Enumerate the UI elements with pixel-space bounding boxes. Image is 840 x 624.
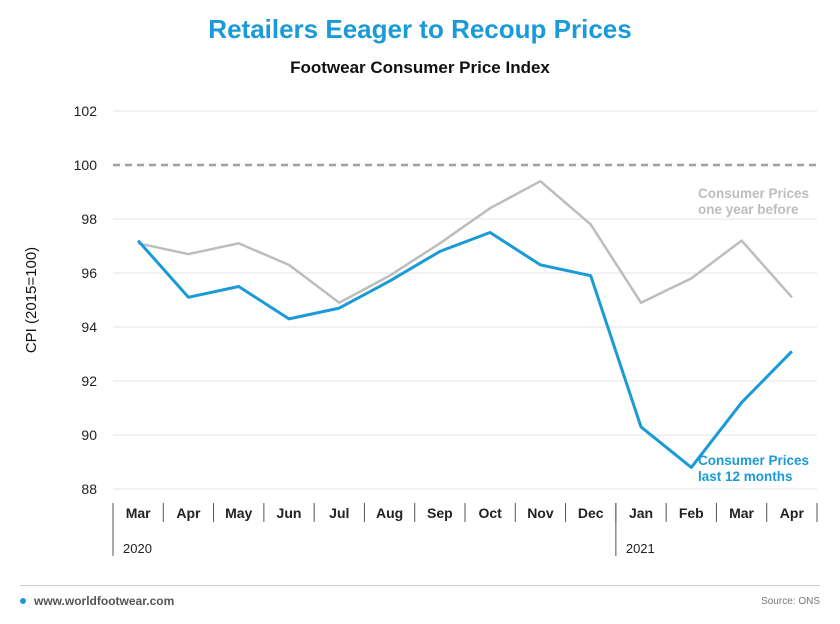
y-tick-label: 90	[81, 427, 97, 443]
y-tick-label: 100	[74, 157, 98, 173]
y-tick-label: 94	[81, 319, 97, 335]
series-line-one-year-before	[137, 179, 793, 304]
chart-subtitle: Footwear Consumer Price Index	[290, 58, 550, 77]
bullet-dot-icon	[20, 598, 26, 604]
x-tick-label: Jun	[277, 505, 302, 521]
x-tick-label: Sep	[427, 505, 453, 521]
y-tick-label: 88	[81, 481, 97, 497]
series-label-one-year-before: Consumer Prices	[698, 186, 809, 201]
footer-site[interactable]: www.worldfootwear.com	[20, 594, 174, 608]
cpi-line-chart: 88 90 92 94 96 98 100 102 CPI (2015=100) 2020 2021…	[23, 103, 818, 556]
footer-divider	[20, 585, 820, 586]
x-tick-label: Jul	[329, 505, 349, 521]
y-axis-label: CPI (2015=100)	[23, 247, 40, 353]
series-label-one-year-before: one year before	[698, 202, 799, 217]
x-tick-label: Aug	[376, 505, 403, 521]
x-tick-label: Nov	[527, 505, 554, 521]
x-tick-label: Dec	[578, 505, 604, 521]
year-label: 2020	[123, 541, 152, 556]
y-tick-label: 102	[74, 103, 98, 119]
y-tick-label: 92	[81, 373, 97, 389]
x-tick-label: Oct	[478, 505, 502, 521]
x-tick-label: May	[225, 505, 252, 521]
series-label-last-12-months: Consumer Prices	[698, 453, 809, 468]
series-label-last-12-months: last 12 months	[698, 469, 793, 484]
source-note: Source: ONS	[761, 596, 820, 607]
x-tick-label: Mar	[729, 505, 754, 521]
x-tick-label: Mar	[126, 505, 151, 521]
x-tick-label: Jan	[629, 505, 653, 521]
y-tick-label: 96	[81, 265, 97, 281]
series-line-last-12-months	[136, 231, 793, 469]
x-tick-label: Apr	[176, 505, 201, 521]
site-url[interactable]: www.worldfootwear.com	[34, 594, 175, 608]
x-tick-label: Feb	[679, 505, 704, 521]
x-tick-label: Apr	[780, 505, 805, 521]
chart-title: Retailers Eeager to Recoup Prices	[208, 14, 632, 44]
year-label: 2021	[626, 541, 655, 556]
y-tick-label: 98	[81, 211, 97, 227]
